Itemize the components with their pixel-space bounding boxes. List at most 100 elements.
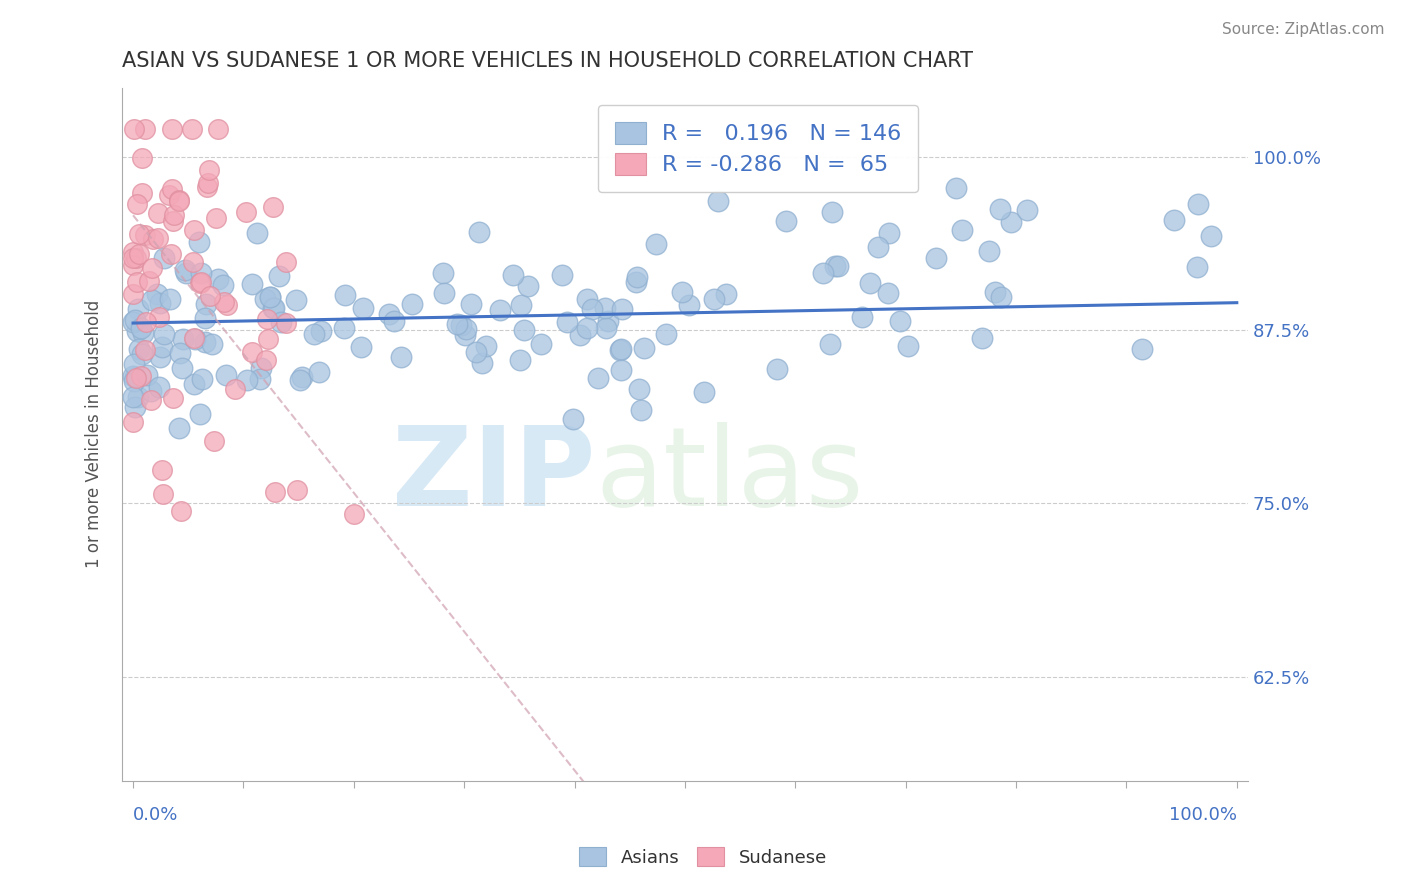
- Point: [190, 371, 212, 385]
- Point: [1015, 202, 1038, 217]
- Point: [215, 298, 238, 312]
- Point: [450, 318, 472, 333]
- Point: [502, 268, 524, 282]
- Point: [135, 315, 157, 329]
- Point: [401, 297, 423, 311]
- Y-axis label: 1 or more Vehicles in Household: 1 or more Vehicles in Household: [86, 300, 103, 568]
- Point: [259, 290, 281, 304]
- Point: [240, 345, 263, 359]
- Point: [333, 321, 356, 335]
- Point: [150, 340, 173, 354]
- Point: [460, 297, 482, 311]
- Point: [509, 353, 531, 368]
- Point: [127, 324, 149, 338]
- Point: [827, 260, 849, 274]
- Point: [160, 182, 183, 196]
- Point: [146, 287, 169, 301]
- Point: [274, 254, 297, 268]
- Point: [628, 382, 651, 396]
- Point: [235, 372, 257, 386]
- Point: [972, 331, 994, 345]
- Point: [181, 255, 204, 269]
- Point: [187, 235, 209, 250]
- Text: ZIP: ZIP: [391, 422, 595, 529]
- Point: [141, 260, 163, 275]
- Point: [125, 370, 148, 384]
- Point: [513, 323, 536, 337]
- Point: [593, 301, 616, 315]
- Point: [1130, 342, 1153, 356]
- Point: [167, 194, 190, 209]
- Point: [308, 365, 330, 379]
- Point: [157, 187, 180, 202]
- Point: [811, 266, 834, 280]
- Point: [267, 268, 290, 283]
- Point: [122, 390, 145, 404]
- Point: [609, 343, 631, 358]
- Point: [174, 263, 197, 277]
- Point: [131, 151, 153, 165]
- Point: [240, 277, 263, 291]
- Point: [389, 350, 412, 364]
- Point: [201, 336, 224, 351]
- Point: [703, 292, 725, 306]
- Point: [132, 326, 155, 340]
- Point: [610, 342, 633, 356]
- Point: [141, 392, 163, 407]
- Point: [197, 177, 219, 191]
- Text: Source: ZipAtlas.com: Source: ZipAtlas.com: [1222, 22, 1385, 37]
- Point: [581, 302, 603, 317]
- Point: [596, 314, 619, 328]
- Point: [224, 383, 246, 397]
- Point: [183, 223, 205, 237]
- Point: [138, 274, 160, 288]
- Point: [877, 226, 900, 240]
- Point: [432, 266, 454, 280]
- Point: [333, 287, 356, 301]
- Point: [128, 247, 150, 261]
- Point: [384, 313, 406, 327]
- Point: [630, 403, 652, 417]
- Point: [256, 332, 278, 346]
- Point: [253, 292, 276, 306]
- Point: [148, 310, 170, 325]
- Point: [249, 361, 271, 376]
- Point: [889, 314, 911, 328]
- Point: [633, 341, 655, 355]
- Point: [350, 340, 373, 354]
- Point: [136, 368, 159, 382]
- Point: [259, 290, 281, 304]
- Point: [170, 360, 193, 375]
- Text: 0.0%: 0.0%: [134, 805, 179, 823]
- Point: [141, 293, 163, 307]
- Point: [454, 327, 477, 342]
- Point: [122, 286, 145, 301]
- Point: [555, 315, 578, 329]
- Point: [866, 239, 889, 253]
- Point: [446, 317, 468, 331]
- Point: [235, 205, 257, 219]
- Point: [263, 484, 285, 499]
- Point: [122, 416, 145, 430]
- Point: [707, 194, 730, 208]
- Point: [122, 244, 145, 259]
- Point: [588, 371, 610, 385]
- Point: [162, 392, 184, 406]
- Point: [172, 332, 194, 346]
- Point: [568, 328, 591, 343]
- Point: [149, 296, 172, 310]
- Point: [148, 379, 170, 393]
- Point: [1187, 260, 1209, 274]
- Point: [644, 237, 666, 252]
- Point: [163, 208, 186, 222]
- Point: [433, 285, 456, 300]
- Point: [977, 244, 1000, 258]
- Point: [465, 345, 488, 359]
- Point: [190, 275, 212, 289]
- Point: [877, 285, 900, 300]
- Point: [1163, 213, 1185, 227]
- Point: [122, 258, 145, 272]
- Point: [897, 339, 920, 353]
- Point: [274, 316, 297, 330]
- Point: [128, 343, 150, 357]
